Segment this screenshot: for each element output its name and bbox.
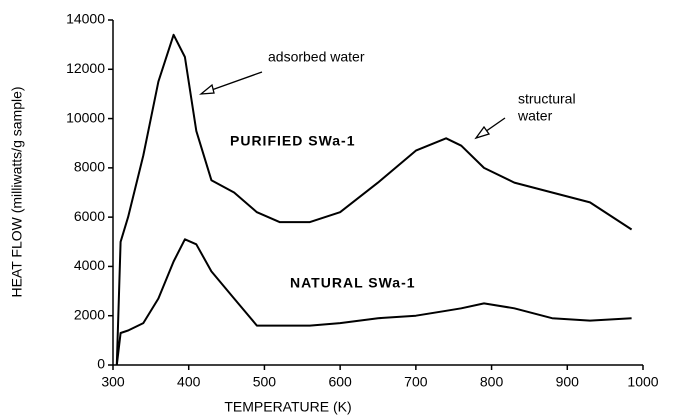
x-tick-label: 1000 [627, 374, 658, 390]
x-tick-label: 400 [177, 374, 201, 390]
series-label: NATURAL SWa-1 [290, 275, 416, 291]
y-tick-label: 6000 [74, 208, 105, 224]
series-label: PURIFIED SWa-1 [230, 133, 356, 149]
y-axis-label: HEAT FLOW (milliwatts/g sample) [9, 86, 25, 297]
annotation: water [517, 108, 553, 124]
y-tick-label: 4000 [74, 257, 105, 273]
annotation: adsorbed water [268, 49, 365, 65]
x-tick-label: 600 [328, 374, 352, 390]
x-axis-label: TEMPERATURE (K) [224, 399, 351, 415]
series-line [115, 238, 632, 366]
y-tick-label: 12000 [66, 60, 105, 76]
y-tick-label: 8000 [74, 159, 105, 175]
annotation: structural [518, 91, 576, 107]
x-tick-label: 800 [480, 374, 504, 390]
x-tick-label: 900 [556, 374, 580, 390]
series-line [115, 33, 633, 366]
arrow [198, 71, 506, 140]
x-tick-label: 500 [253, 374, 277, 390]
y-tick-label: 0 [97, 356, 105, 372]
y-tick-label: 14000 [66, 11, 105, 27]
y-tick-label: 2000 [74, 306, 105, 322]
x-tick-label: 700 [404, 374, 428, 390]
y-tick-label: 10000 [66, 109, 105, 125]
x-tick-label: 300 [101, 374, 125, 390]
